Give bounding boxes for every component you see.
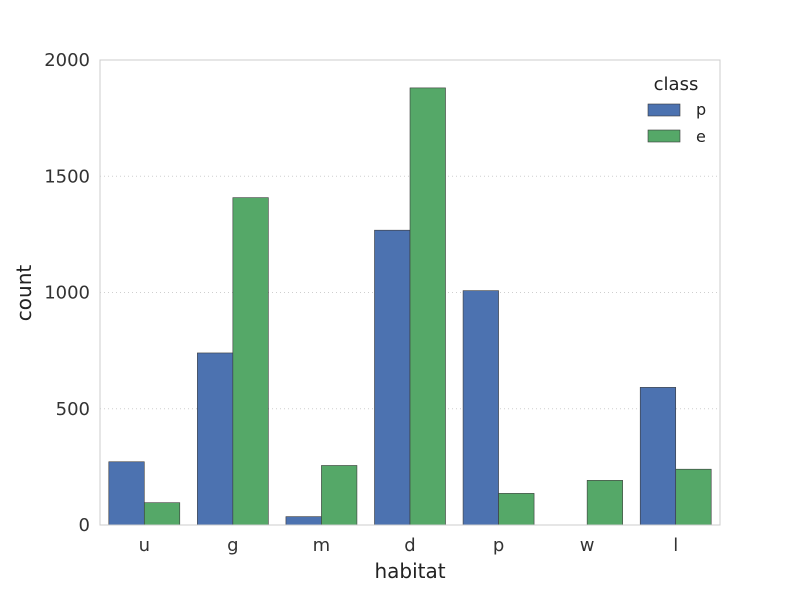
gridlines (100, 175, 720, 410)
bar-p-d (374, 229, 411, 526)
bar-e-d (409, 87, 446, 526)
y-tick-label: 1000 (44, 283, 90, 304)
legend-label-e: e (696, 127, 706, 146)
bar-e-m (321, 465, 358, 526)
bars (108, 87, 712, 526)
x-tick-label-m: m (313, 535, 331, 556)
y-axis-label: count (12, 265, 36, 322)
x-tick-label-p: p (493, 535, 504, 556)
y-tick-label: 0 (79, 515, 90, 536)
bar-p-l (639, 387, 677, 526)
bar-e-g (232, 197, 269, 526)
legend-label-p: p (696, 100, 706, 119)
bar-e-u (143, 502, 181, 526)
x-tick-label-w: w (580, 535, 595, 556)
x-tick-label-d: d (404, 535, 415, 556)
bar-p-m (285, 516, 322, 526)
y-tick-labels: 0 500 1000 1500 2000 (44, 50, 90, 536)
y-tick-label: 1500 (44, 166, 90, 187)
x-tick-label-g: g (227, 535, 238, 556)
bar-p-g (197, 352, 234, 526)
legend-swatch-e (647, 129, 681, 143)
plot-frame (99, 59, 721, 526)
legend-swatch-p (647, 103, 681, 117)
x-tick-label-u: u (139, 535, 150, 556)
x-tick-label-l: l (673, 535, 678, 556)
bar-e-l (675, 468, 712, 526)
legend-title: class (654, 74, 699, 95)
legend: class p e (647, 74, 706, 146)
bar-e-p (498, 493, 535, 526)
bar-p-p (462, 290, 499, 526)
y-tick-label: 2000 (44, 50, 90, 71)
bar-p-u (108, 461, 145, 526)
x-axis-label: habitat (374, 559, 445, 583)
bar-e-w (586, 480, 623, 526)
y-tick-label: 500 (56, 399, 90, 420)
